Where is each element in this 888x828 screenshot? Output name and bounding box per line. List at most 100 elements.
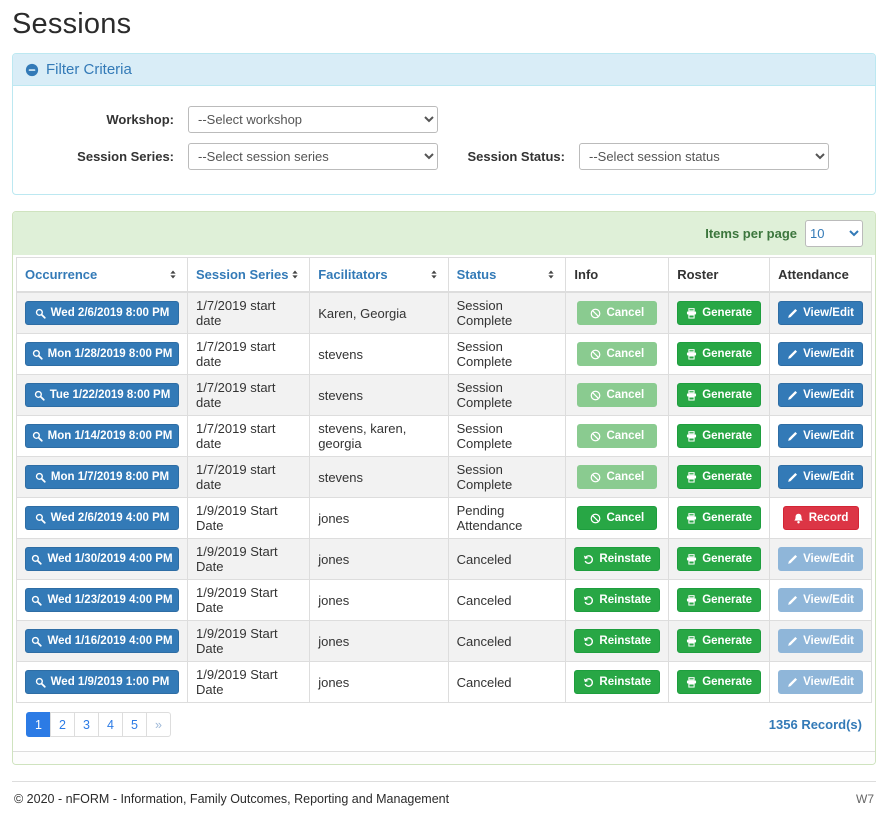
- printer-icon: [686, 472, 697, 483]
- reinstate-button-label: Reinstate: [599, 634, 652, 647]
- session-series-cell: 1/9/2019 Start Date: [187, 538, 311, 580]
- sort-icon: [428, 268, 440, 281]
- info-cell: Reinstate: [565, 620, 670, 662]
- info-cell: Cancel: [565, 456, 670, 498]
- view-edit-button[interactable]: View/Edit: [778, 382, 863, 408]
- view-edit-button-label: View/Edit: [803, 306, 854, 319]
- generate-roster-button[interactable]: Generate: [677, 341, 762, 367]
- generate-roster-button-label: Generate: [702, 511, 753, 524]
- workshop-field: Workshop: --Select workshop: [28, 106, 444, 133]
- pagination-page-4[interactable]: 4: [98, 712, 123, 737]
- generate-roster-button[interactable]: Generate: [677, 669, 762, 695]
- generate-roster-button-label: Generate: [702, 429, 753, 442]
- attendance-cell: View/Edit: [769, 415, 872, 457]
- session-row: Wed 1/30/2019 4:00 PM 1/9/2019 Start Date…: [16, 538, 872, 580]
- session-row: Wed 2/6/2019 8:00 PM 1/7/2019 start date K…: [16, 292, 872, 334]
- occurrence-button[interactable]: Wed 2/6/2019 4:00 PM: [25, 505, 179, 531]
- workshop-select[interactable]: --Select workshop: [188, 106, 438, 133]
- attendance-cell: View/Edit: [769, 579, 872, 621]
- view-edit-button[interactable]: View/Edit: [778, 423, 863, 449]
- occurrence-button[interactable]: Wed 1/23/2019 4:00 PM: [25, 587, 179, 613]
- table-panel-footer: [13, 751, 875, 764]
- occurrence-button-label: Mon 1/7/2019 8:00 PM: [50, 470, 170, 483]
- occurrence-button[interactable]: Wed 2/6/2019 8:00 PM: [25, 300, 179, 326]
- occurrence-button[interactable]: Mon 1/7/2019 8:00 PM: [25, 464, 179, 490]
- session-row: Tue 1/22/2019 8:00 PM 1/7/2019 start date…: [16, 374, 872, 416]
- roster-cell: Generate: [668, 579, 771, 621]
- generate-roster-button[interactable]: Generate: [677, 628, 762, 654]
- reinstate-button[interactable]: Reinstate: [574, 587, 661, 613]
- undo-icon: [583, 677, 594, 688]
- filter-criteria-panel: Filter Criteria Workshop: --Select works…: [12, 53, 876, 195]
- occurrence-cell: Tue 1/22/2019 8:00 PM: [16, 374, 188, 416]
- sort-icon: [289, 268, 301, 281]
- generate-roster-button[interactable]: Generate: [677, 587, 762, 613]
- record-button[interactable]: Record: [782, 505, 859, 531]
- session-row: Wed 2/6/2019 4:00 PM 1/9/2019 Start Date j…: [16, 497, 872, 539]
- session-status-select[interactable]: --Select session status: [579, 143, 829, 170]
- pagination-page-2[interactable]: 2: [50, 712, 75, 737]
- cancel-button[interactable]: Cancel: [577, 464, 658, 490]
- occurrence-cell: Wed 1/23/2019 4:00 PM: [16, 579, 188, 621]
- occurrence-button[interactable]: Wed 1/9/2019 1:00 PM: [25, 669, 179, 695]
- cancel-button[interactable]: Cancel: [577, 505, 658, 531]
- facilitators-cell: jones: [309, 497, 449, 539]
- attendance-cell: View/Edit: [769, 456, 872, 498]
- sort-icon: [167, 268, 179, 281]
- generate-roster-button[interactable]: Generate: [677, 464, 762, 490]
- view-edit-button[interactable]: View/Edit: [778, 341, 863, 367]
- attendance-cell: Record: [769, 497, 872, 539]
- occurrence-button[interactable]: Mon 1/14/2019 8:00 PM: [25, 423, 179, 449]
- filter-criteria-toggle[interactable]: Filter Criteria: [13, 54, 875, 86]
- pagination-page-5[interactable]: 5: [122, 712, 147, 737]
- view-edit-button[interactable]: View/Edit: [778, 587, 863, 613]
- column-header-session-series[interactable]: Session Series: [187, 257, 311, 293]
- occurrence-button-label: Wed 1/23/2019 4:00 PM: [47, 593, 173, 606]
- view-edit-button[interactable]: View/Edit: [778, 300, 863, 326]
- session-series-cell: 1/9/2019 Start Date: [187, 620, 311, 662]
- generate-roster-button[interactable]: Generate: [677, 423, 762, 449]
- items-per-page-select[interactable]: 10: [805, 220, 863, 247]
- session-row: Wed 1/23/2019 4:00 PM 1/9/2019 Start Date…: [16, 579, 872, 621]
- view-edit-button[interactable]: View/Edit: [778, 628, 863, 654]
- occurrence-button[interactable]: Tue 1/22/2019 8:00 PM: [25, 382, 179, 408]
- status-cell: Session Complete: [448, 292, 567, 334]
- generate-roster-button[interactable]: Generate: [677, 382, 762, 408]
- generate-roster-button[interactable]: Generate: [677, 300, 762, 326]
- cancel-button[interactable]: Cancel: [577, 382, 658, 408]
- pagination-page-1[interactable]: 1: [26, 712, 51, 737]
- occurrence-button[interactable]: Mon 1/28/2019 8:00 PM: [25, 341, 179, 367]
- status-cell: Canceled: [448, 620, 567, 662]
- view-edit-button[interactable]: View/Edit: [778, 546, 863, 572]
- session-series-cell: 1/7/2019 start date: [187, 292, 311, 334]
- column-header-status[interactable]: Status: [448, 257, 567, 293]
- cancel-button[interactable]: Cancel: [577, 300, 658, 326]
- session-series-cell: 1/9/2019 Start Date: [187, 579, 311, 621]
- pagination-page-3[interactable]: 3: [74, 712, 99, 737]
- attendance-cell: View/Edit: [769, 292, 872, 334]
- session-row: Wed 1/9/2019 1:00 PM 1/9/2019 Start Date j…: [16, 661, 872, 703]
- view-edit-button-label: View/Edit: [803, 552, 854, 565]
- view-edit-button[interactable]: View/Edit: [778, 669, 863, 695]
- view-edit-button[interactable]: View/Edit: [778, 464, 863, 490]
- facilitators-cell: Karen, Georgia: [309, 292, 449, 334]
- reinstate-button-label: Reinstate: [599, 675, 652, 688]
- reinstate-button[interactable]: Reinstate: [574, 546, 661, 572]
- generate-roster-button[interactable]: Generate: [677, 546, 762, 572]
- column-header-occurrence[interactable]: Occurrence: [16, 257, 188, 293]
- pagination-next[interactable]: »: [146, 712, 171, 737]
- search-icon: [35, 513, 46, 524]
- occurrence-button[interactable]: Wed 1/16/2019 4:00 PM: [25, 628, 179, 654]
- view-edit-button-label: View/Edit: [803, 634, 854, 647]
- cancel-button[interactable]: Cancel: [577, 423, 658, 449]
- cancel-button[interactable]: Cancel: [577, 341, 658, 367]
- reinstate-button[interactable]: Reinstate: [574, 669, 661, 695]
- session-series-select[interactable]: --Select session series: [188, 143, 438, 170]
- column-header-facilitators[interactable]: Facilitators: [309, 257, 449, 293]
- reinstate-button[interactable]: Reinstate: [574, 628, 661, 654]
- generate-roster-button[interactable]: Generate: [677, 505, 762, 531]
- facilitators-cell: jones: [309, 538, 449, 580]
- occurrence-button[interactable]: Wed 1/30/2019 4:00 PM: [25, 546, 179, 572]
- printer-icon: [686, 636, 697, 647]
- status-cell: Session Complete: [448, 456, 567, 498]
